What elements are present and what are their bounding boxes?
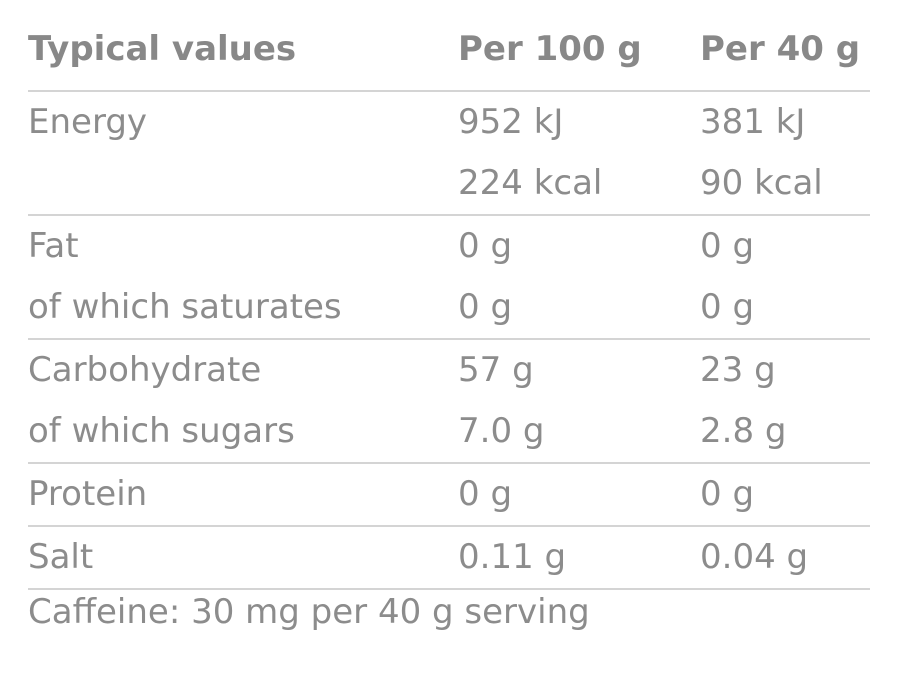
header-per-100g: Per 100 g <box>458 29 642 69</box>
row-label: Carbohydrate <box>28 350 262 390</box>
caffeine-footnote: Caffeine: 30 mg per 40 g serving <box>28 592 590 632</box>
row-label: of which sugars <box>28 411 295 451</box>
table-row-sugars: of which sugars 7.0 g 2.8 g <box>28 401 870 462</box>
value-per-100g: 0 g <box>458 287 513 327</box>
value-per-100g: 224 kcal <box>458 163 603 203</box>
value-per-100g: 0 g <box>458 474 513 514</box>
row-label: of which saturates <box>28 287 342 327</box>
header-per-serving: Per 40 g <box>700 29 861 69</box>
table-row-energy-kj: Energy 952 kJ 381 kJ <box>28 92 870 153</box>
divider <box>28 462 870 464</box>
divider <box>28 525 870 527</box>
table-header-row: Typical values Per 100 g Per 40 g <box>28 24 870 90</box>
table-row-carbohydrate: Carbohydrate 57 g 23 g <box>28 340 870 401</box>
value-per-100g: 0 g <box>458 226 513 266</box>
divider <box>28 588 870 590</box>
row-label: Protein <box>28 474 148 514</box>
value-per-serving: 0 g <box>700 474 755 514</box>
table-row-protein: Protein 0 g 0 g <box>28 464 870 525</box>
value-per-serving: 0.04 g <box>700 537 809 577</box>
row-label: Energy <box>28 102 148 142</box>
value-per-100g: 7.0 g <box>458 411 545 451</box>
row-label: Fat <box>28 226 79 266</box>
value-per-serving: 0 g <box>700 287 755 327</box>
table-row-fat: Fat 0 g 0 g <box>28 216 870 277</box>
header-typical-values: Typical values <box>28 29 297 69</box>
value-per-serving: 23 g <box>700 350 776 390</box>
value-per-serving: 381 kJ <box>700 102 806 142</box>
value-per-serving: 90 kcal <box>700 163 823 203</box>
divider <box>28 90 870 92</box>
divider <box>28 338 870 340</box>
row-label: Salt <box>28 537 94 577</box>
value-per-100g: 952 kJ <box>458 102 564 142</box>
table-row-energy-kcal: 224 kcal 90 kcal <box>28 153 870 214</box>
table-row-saturates: of which saturates 0 g 0 g <box>28 277 870 338</box>
value-per-serving: 2.8 g <box>700 411 787 451</box>
value-per-100g: 0.11 g <box>458 537 567 577</box>
divider <box>28 214 870 216</box>
value-per-serving: 0 g <box>700 226 755 266</box>
table-row-salt: Salt 0.11 g 0.04 g <box>28 527 870 588</box>
nutrition-table: Typical values Per 100 g Per 40 g Energy… <box>28 24 870 590</box>
value-per-100g: 57 g <box>458 350 534 390</box>
